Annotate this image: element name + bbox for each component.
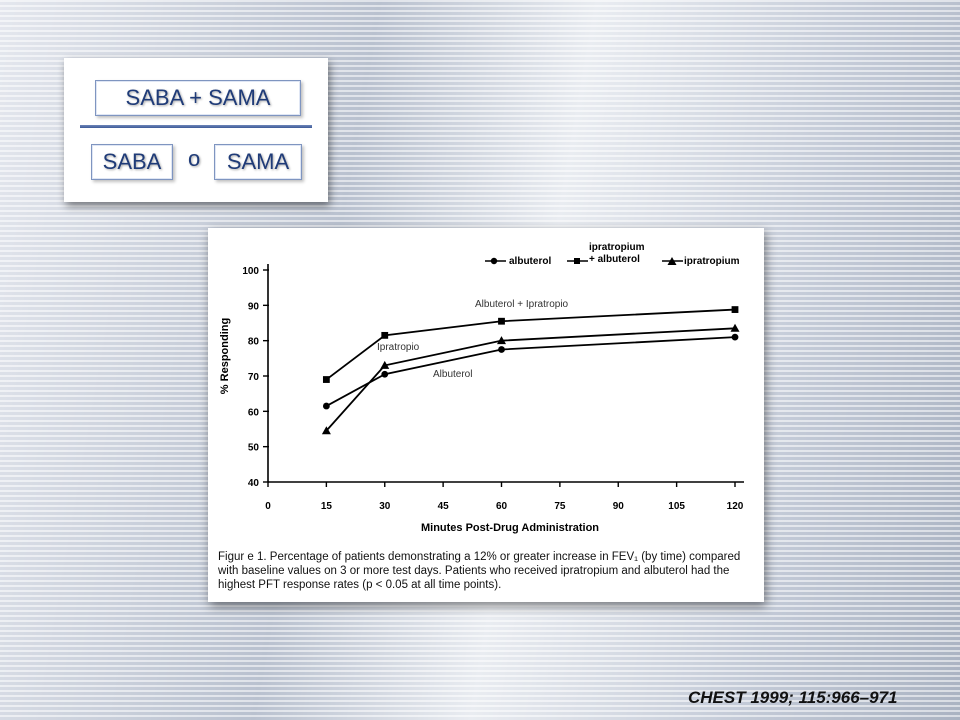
series-line	[325, 308, 736, 381]
x-tick-label: 105	[668, 501, 685, 512]
data-point	[731, 333, 739, 341]
data-point	[322, 402, 330, 410]
y-tick-label: 50	[248, 443, 260, 454]
x-tick-label: 90	[613, 501, 625, 512]
y-tick-label: 60	[248, 407, 260, 418]
x-tick-label: 45	[438, 501, 450, 512]
annotation-albuterol: Albuterol	[433, 369, 472, 380]
x-axis-label: Minutes Post-Drug Administration	[421, 522, 599, 534]
y-tick-label: 100	[242, 266, 259, 277]
y-tick-label: 70	[248, 372, 260, 383]
data-point	[498, 317, 505, 325]
divider-bar	[80, 125, 312, 128]
series-layer	[321, 306, 740, 435]
annotation-combo: Albuterol + Ipratropio	[475, 299, 569, 310]
legend-combo-text-1: ipratropium	[589, 242, 645, 253]
data-point	[381, 331, 389, 339]
x-tick-label: 0	[265, 501, 271, 512]
data-point	[731, 306, 739, 313]
x-tick-label: 120	[727, 501, 744, 512]
x-tick-label: 15	[321, 501, 333, 512]
legend-ipratropium-text: ipratropium	[684, 256, 740, 267]
legend-combo-marker	[574, 258, 580, 264]
legend-albuterol-marker	[490, 257, 498, 265]
data-point	[322, 376, 330, 383]
y-ticks: 40 50 60 70 80 90 100	[242, 266, 269, 489]
x-tick-label: 60	[496, 501, 508, 512]
data-point	[730, 323, 740, 332]
saba-sama-label: SABA + SAMA	[125, 85, 271, 110]
legend-albuterol-text: albuterol	[509, 256, 551, 267]
data-point	[321, 426, 331, 435]
y-axis-label: % Responding	[219, 318, 231, 394]
citation: CHEST 1999; 115:966–971	[688, 688, 898, 707]
y-tick-label: 90	[248, 301, 260, 312]
saba-box: SABA	[91, 144, 173, 180]
comparison-card: SABA + SAMA SABA o SAMA	[64, 58, 328, 202]
data-point	[497, 336, 506, 345]
data-point	[498, 346, 505, 353]
saba-sama-box: SABA + SAMA	[95, 80, 301, 116]
sama-box: SAMA	[214, 144, 302, 180]
line-chart: 40 50 60 70 80 90 100 0 15 30 45 60 75 90 105 120 % Re…	[219, 242, 744, 534]
figure-caption: Figur e 1. Percentage of patients demons…	[218, 551, 741, 591]
series-line	[325, 327, 736, 432]
legend: albuterol ipratropium + albuterol ipratr…	[485, 242, 740, 267]
y-tick-label: 80	[248, 337, 260, 348]
or-label: o	[188, 146, 201, 171]
x-tick-label: 30	[379, 501, 391, 512]
data-point	[380, 360, 390, 369]
y-tick-label: 40	[248, 478, 260, 489]
x-tick-label: 75	[554, 501, 566, 512]
x-ticks: 0 15 30 45 60 75 90 105 120	[265, 482, 744, 512]
figure-card: 40 50 60 70 80 90 100 0 15 30 45 60 75 90 105 120 % Re…	[208, 228, 764, 602]
sama-label: SAMA	[226, 149, 290, 174]
legend-combo-text-2: + albuterol	[589, 254, 640, 265]
legend-ipratropium-marker	[667, 257, 677, 265]
data-point	[381, 370, 389, 378]
series-line	[325, 336, 736, 407]
annotation-ipratropium: Ipratropio	[377, 342, 420, 353]
saba-label: SABA	[102, 149, 162, 174]
